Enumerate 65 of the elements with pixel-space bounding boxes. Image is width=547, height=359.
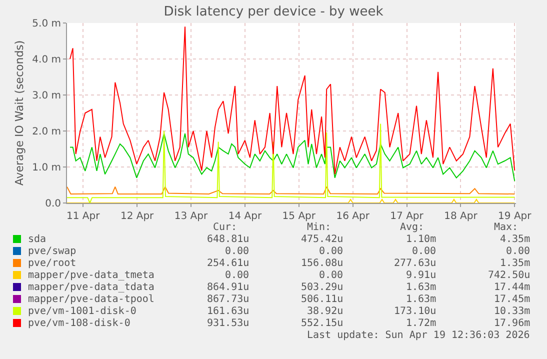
x-tick-label: 13 Apr — [174, 211, 208, 222]
chart-title: Disk latency per device - by week — [164, 4, 384, 20]
y-tick-label: 0.0 — [45, 198, 61, 210]
text: 742.50u — [488, 270, 530, 281]
x-tick-label: 17 Apr — [390, 211, 424, 222]
legend-label: pve/vm-108-disk-0 — [28, 318, 130, 329]
text: Last update: Sun Apr 19 12:36:03 2026 — [307, 330, 530, 341]
text: 931.53u — [207, 318, 250, 329]
text: 277.63u — [394, 258, 436, 269]
text: 1.35m — [500, 258, 530, 269]
text: 503.29u — [301, 282, 344, 293]
text: 0.00 — [319, 246, 344, 257]
text: 1.72m — [406, 318, 436, 329]
text: Min: — [307, 222, 332, 233]
text: 475.42u — [301, 234, 344, 245]
y-tick-label: 4.0 m — [32, 54, 61, 66]
text: 864.91u — [207, 282, 250, 293]
text: 1.63m — [406, 282, 436, 293]
text: 9.91u — [406, 270, 436, 281]
legend-label: mapper/pve-data_tdata — [28, 282, 154, 293]
text: 0.00 — [225, 246, 250, 257]
text: Avg: — [400, 222, 424, 233]
text: 0.00 — [225, 270, 250, 281]
y-tick-label: 1.0 m — [32, 162, 61, 174]
y-tick-label: 2.0 m — [32, 126, 61, 138]
text: 0.00 — [319, 270, 344, 281]
text: 4.35m — [500, 234, 530, 245]
text: 867.73u — [207, 294, 250, 305]
text: 10.33m — [494, 306, 530, 317]
legend-label: sda — [28, 234, 46, 245]
text: 0.00 — [412, 246, 436, 257]
text: 38.92u — [307, 306, 344, 317]
text: 552.15u — [301, 318, 344, 329]
text: Max: — [494, 222, 518, 233]
text: 254.61u — [207, 258, 250, 269]
text: 1.10m — [406, 234, 436, 245]
y-tick-label: 5.0 m — [32, 18, 61, 30]
x-tick-label: 11 Apr — [66, 211, 101, 222]
text: 173.10u — [394, 306, 436, 317]
text: Cur: — [213, 222, 238, 233]
text: 17.45m — [494, 294, 530, 305]
legend-label: mapper/pve-data_tmeta — [28, 270, 154, 281]
x-tick-label: 14 Apr — [228, 211, 262, 222]
x-tick-label: 12 Apr — [120, 211, 155, 222]
text: 0.00 — [506, 246, 530, 257]
text: 161.63u — [207, 306, 250, 317]
y-tick-label: 3.0 m — [32, 90, 61, 102]
legend-label: pve/vm-1001-disk-0 — [28, 306, 136, 317]
text: 156.08u — [301, 258, 344, 269]
text: 17.44m — [494, 282, 530, 293]
text: 1.63m — [406, 294, 436, 305]
x-tick-label: 19 Apr — [498, 211, 532, 222]
x-tick-label: 18 Apr — [444, 211, 478, 222]
legend-label: mapper/pve-data-tpool — [28, 294, 154, 305]
text: 648.81u — [207, 234, 250, 245]
legend-label: pve/root — [28, 258, 76, 269]
line-series — [70, 26, 516, 175]
text: 506.11u — [301, 294, 344, 305]
line-series — [70, 133, 516, 182]
x-tick-label: 16 Apr — [336, 211, 370, 222]
y-axis-title: Average IO Wait (seconds) — [12, 40, 26, 186]
legend-label: pve/swap — [28, 246, 76, 257]
text: 17.96m — [494, 318, 530, 329]
line-series — [67, 186, 516, 194]
x-tick-label: 15 Apr — [282, 211, 316, 222]
